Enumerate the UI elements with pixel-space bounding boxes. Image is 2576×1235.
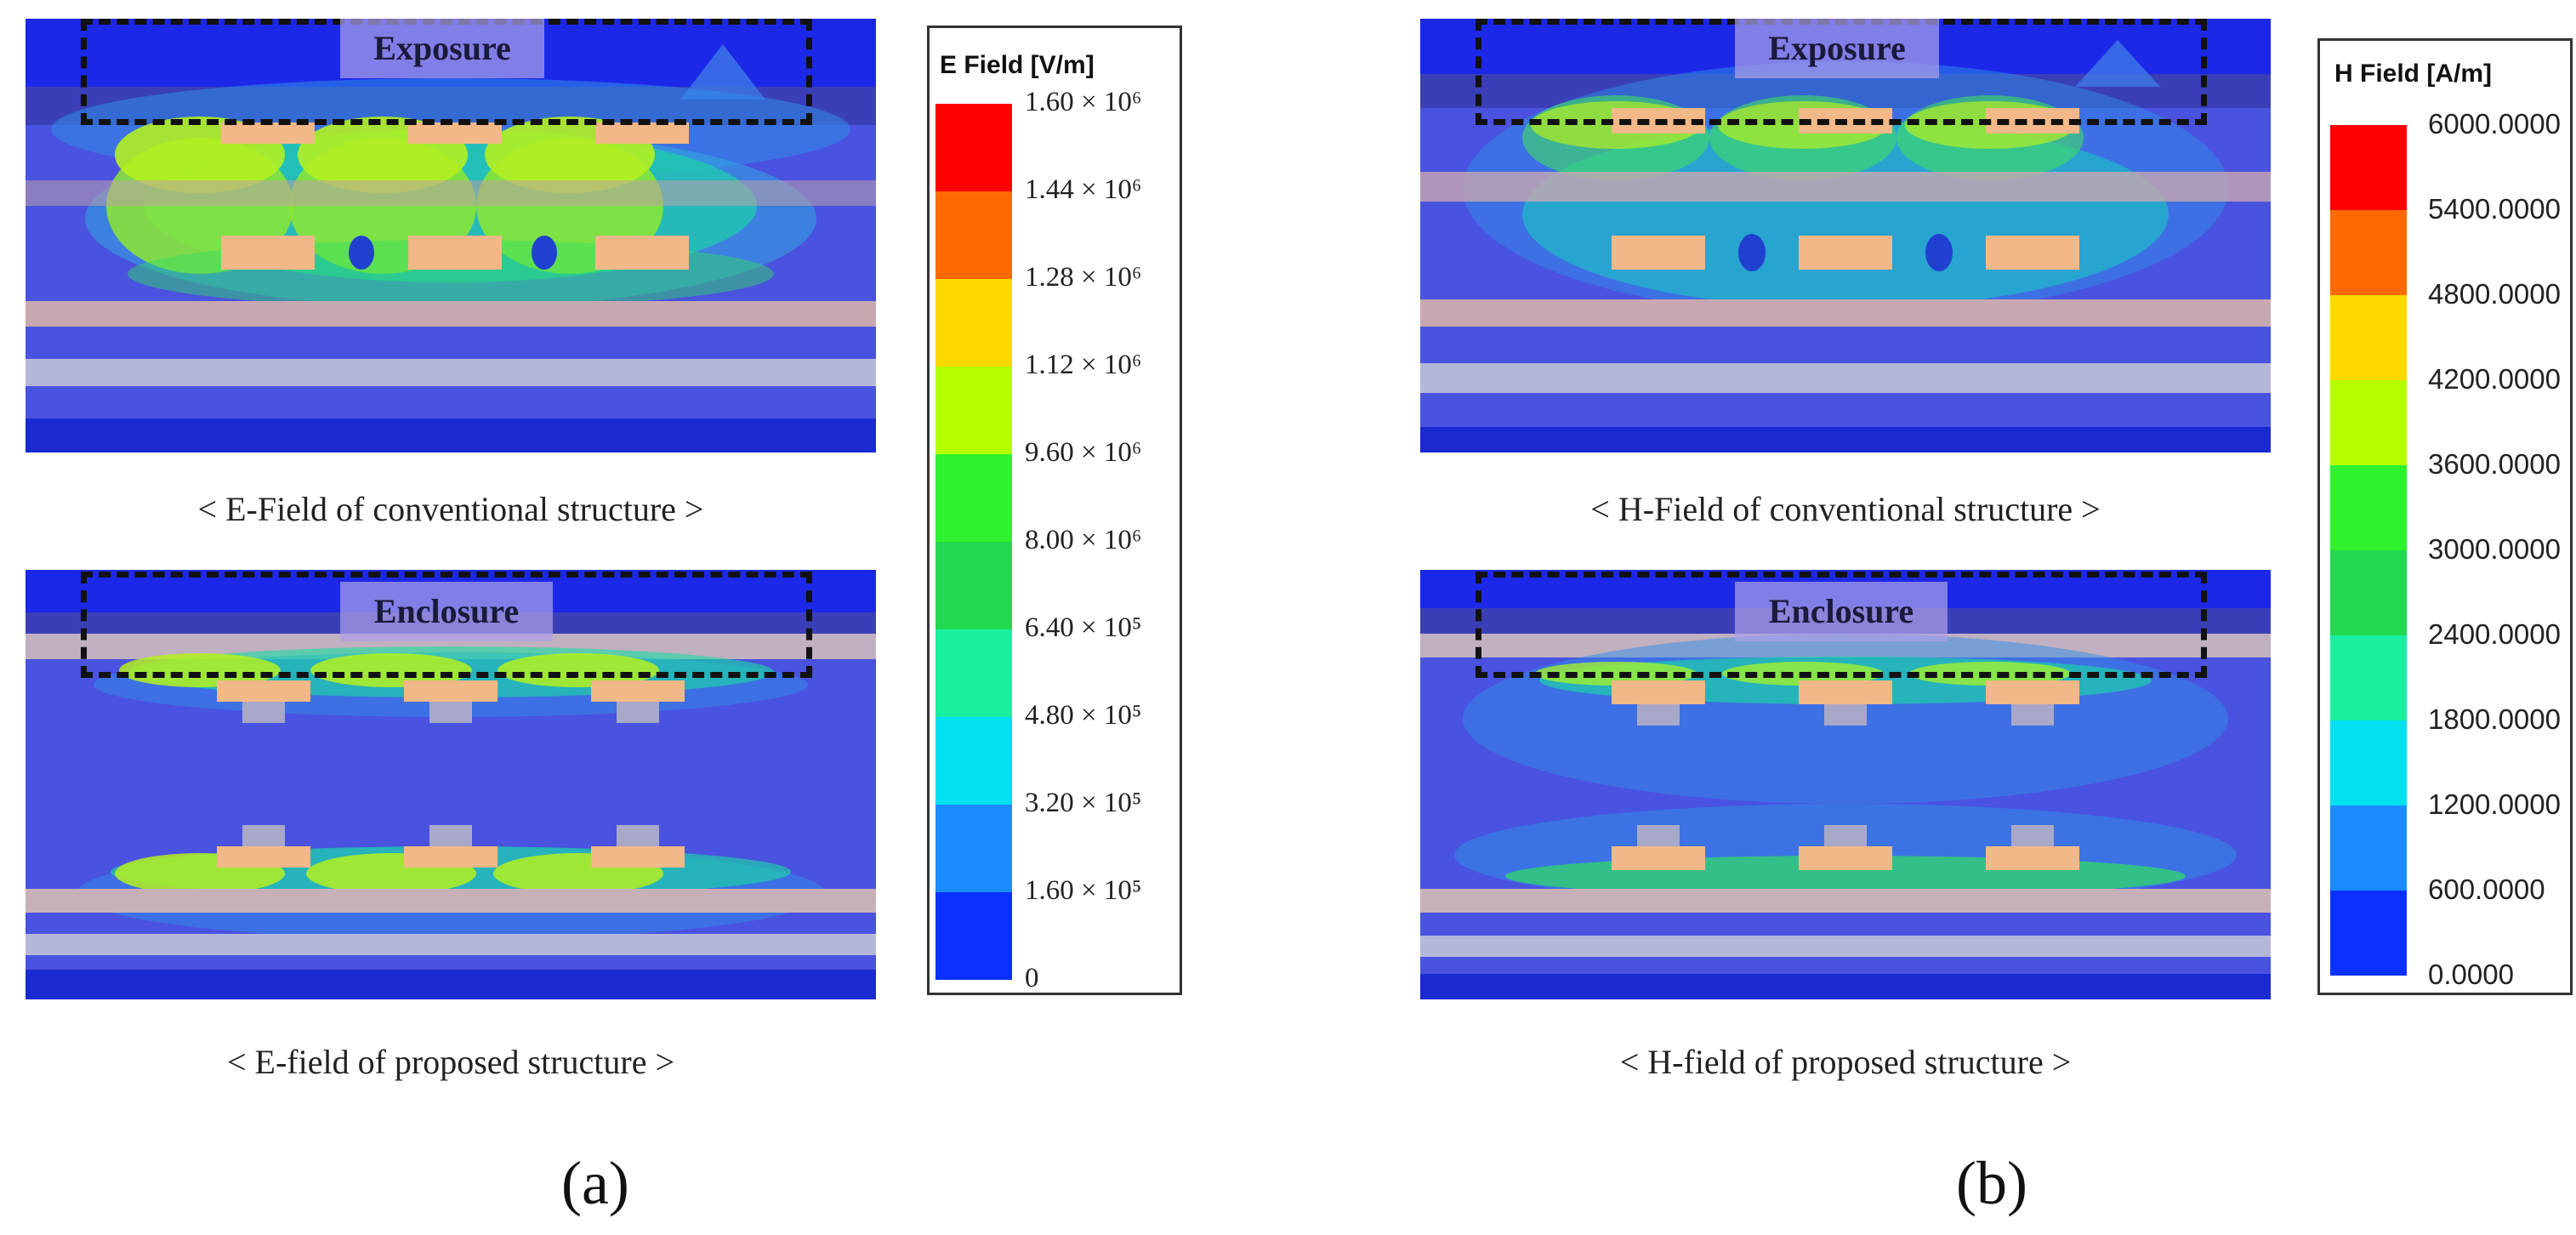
legend_h-swatch-1	[2330, 210, 2407, 295]
panel-a-label: (a)	[561, 1149, 629, 1217]
legend_h-tick-10: 0.0000	[2428, 959, 2514, 990]
legend_h-tick-2: 4800.0000	[2428, 278, 2561, 310]
legend_e-swatch-3	[935, 367, 1012, 454]
legend_h-tick-8: 1200.0000	[2428, 788, 2561, 820]
e-field-proposed-caption: < E-field of proposed structure >	[226, 1043, 675, 1081]
legend_e-tick-6: 6.40 × 10⁵	[1025, 612, 1142, 643]
legend_h-swatch-2	[2330, 295, 2407, 380]
legend_e-swatch-9	[935, 892, 1012, 980]
h-field-conventional-caption: < H-Field of conventional structure >	[1590, 490, 2101, 528]
legend_h-swatch-7	[2330, 720, 2407, 805]
legend_e-tick-4: 9.60 × 10⁶	[1025, 437, 1142, 468]
legend_h-tick-5: 3000.0000	[2428, 533, 2561, 565]
legend_e-swatch-5	[935, 542, 1012, 629]
legend_e-swatch-0	[935, 104, 1012, 191]
enclosure-tag-b: Enclosure	[1735, 582, 1948, 641]
legend_h-swatch-5	[2330, 550, 2407, 635]
legend_e-tick-2: 1.28 × 10⁶	[1025, 262, 1142, 293]
h-field-proposed-caption: < H-field of proposed structure >	[1619, 1043, 2072, 1081]
legend_h-tick-6: 2400.0000	[2428, 618, 2561, 650]
legend_h-tick-3: 4200.0000	[2428, 363, 2561, 395]
panel-b-label: (b)	[1956, 1149, 2027, 1217]
legend_h-swatch-9	[2330, 891, 2407, 976]
legend_h-swatch-3	[2330, 380, 2407, 465]
e-field-conventional-plot	[26, 19, 876, 452]
legend_e-swatch-7	[935, 717, 1012, 805]
legend_e-swatch-1	[935, 191, 1012, 279]
h-field-conventional-plot	[1420, 19, 2271, 452]
e-field-conventional-caption: < E-Field of conventional structure >	[197, 490, 704, 528]
e-field-legend-title: E Field [V/m]	[940, 51, 1095, 79]
legend_h-tick-0: 6000.0000	[2428, 108, 2561, 139]
legend_h-swatch-6	[2330, 635, 2407, 720]
legend_e-tick-0: 1.60 × 10⁶	[1025, 87, 1142, 117]
legend_e-tick-5: 8.00 × 10⁶	[1025, 525, 1142, 555]
legend_e-tick-1: 1.44 × 10⁶	[1025, 174, 1142, 205]
legend_e-swatch-4	[935, 454, 1012, 542]
h-field-legend-title: H Field [A/m]	[2334, 60, 2492, 88]
legend_e-swatch-8	[935, 805, 1012, 892]
enclosure-region-frame-a	[81, 572, 812, 678]
legend_h-swatch-0	[2330, 125, 2407, 210]
legend_e-tick-3: 1.12 × 10⁶	[1025, 350, 1142, 380]
legend_h-swatch-8	[2330, 805, 2407, 891]
enclosure-region-frame-b	[1476, 572, 2207, 678]
legend_e-swatch-2	[935, 279, 1012, 367]
legend_h-tick-1: 5400.0000	[2428, 193, 2561, 225]
exposure-tag-b: Exposure	[1735, 19, 1939, 78]
legend_e-tick-7: 4.80 × 10⁵	[1025, 700, 1142, 731]
legend_e-tick-10: 0	[1025, 963, 1039, 993]
enclosure-tag-a: Enclosure	[340, 582, 553, 641]
legend_e-swatch-6	[935, 629, 1012, 717]
exposure-tag-a: Exposure	[340, 19, 544, 78]
legend_h-tick-7: 1800.0000	[2428, 703, 2561, 735]
legend_e-tick-9: 1.60 × 10⁵	[1025, 875, 1142, 906]
legend_h-tick-4: 3600.0000	[2428, 448, 2561, 480]
legend_h-swatch-4	[2330, 465, 2407, 550]
legend_h-tick-9: 600.0000	[2428, 874, 2545, 905]
legend_e-tick-8: 3.20 × 10⁵	[1025, 788, 1142, 818]
